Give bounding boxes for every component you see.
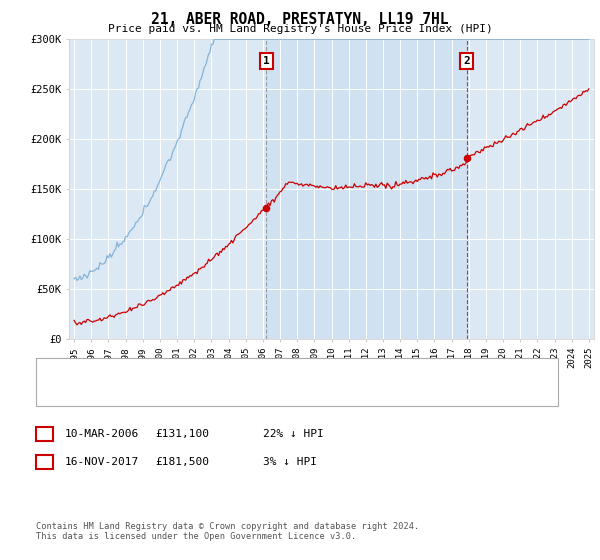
Text: 22% ↓ HPI: 22% ↓ HPI	[263, 429, 323, 439]
Text: 3% ↓ HPI: 3% ↓ HPI	[263, 457, 317, 467]
Bar	[266, 39, 467, 339]
Text: £181,500: £181,500	[155, 457, 209, 467]
Text: ———: ———	[45, 365, 67, 378]
Text: Price paid vs. HM Land Registry's House Price Index (HPI): Price paid vs. HM Land Registry's House …	[107, 24, 493, 34]
Text: 1: 1	[41, 429, 48, 439]
Text: 21, ABER ROAD, PRESTATYN, LL19 7HL: 21, ABER ROAD, PRESTATYN, LL19 7HL	[151, 12, 449, 27]
Text: £131,100: £131,100	[155, 429, 209, 439]
Text: 16-NOV-2017: 16-NOV-2017	[65, 457, 139, 467]
Text: 21, ABER ROAD, PRESTATYN, LL19 7HL (detached house): 21, ABER ROAD, PRESTATYN, LL19 7HL (deta…	[81, 367, 380, 377]
Text: ———: ———	[45, 386, 67, 399]
Text: HPI: Average price, detached house, Denbighshire: HPI: Average price, detached house, Denb…	[81, 388, 363, 398]
Text: 2: 2	[463, 56, 470, 66]
Text: Contains HM Land Registry data © Crown copyright and database right 2024.
This d: Contains HM Land Registry data © Crown c…	[36, 522, 419, 542]
Text: 2: 2	[41, 457, 48, 467]
Point	[262, 203, 271, 212]
Text: 1: 1	[263, 56, 269, 66]
Text: 10-MAR-2006: 10-MAR-2006	[65, 429, 139, 439]
Point	[462, 153, 472, 162]
